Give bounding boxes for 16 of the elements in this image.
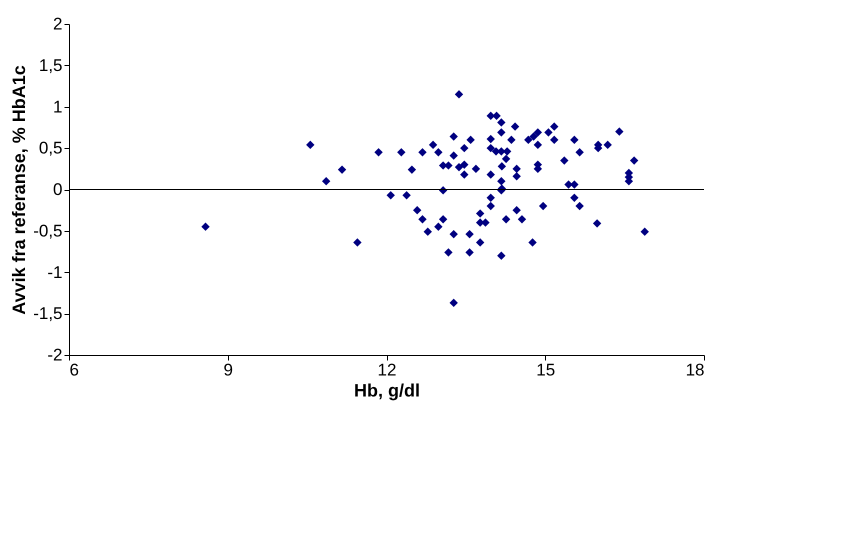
y-tick-label: -0,5 <box>33 221 62 240</box>
y-axis-title: Avvik fra referanse, % HbA1c <box>9 65 30 315</box>
x-tick-label: 9 <box>224 360 233 380</box>
y-tick-label: -1 <box>47 262 62 282</box>
y-tick-label: 1,5 <box>38 56 62 75</box>
x-tick-label: 12 <box>378 360 396 380</box>
y-tick-label: 0,5 <box>38 138 62 158</box>
y-tick-label: 1 <box>53 97 62 116</box>
y-tick-label: 2 <box>53 14 62 34</box>
y-tick-label: 0 <box>53 180 62 199</box>
x-axis-title: Hb, g/dl <box>354 380 420 400</box>
x-tick-label: 15 <box>536 360 556 380</box>
y-tick-label: -2 <box>47 346 62 364</box>
x-tick-label: 6 <box>70 360 79 380</box>
y-tick-label: -1,5 <box>33 304 62 324</box>
x-tick-label: 18 <box>686 360 704 380</box>
